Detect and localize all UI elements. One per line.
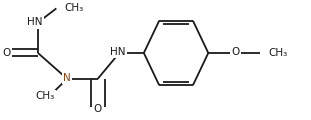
Text: HN: HN <box>27 18 43 27</box>
Text: O: O <box>94 104 102 114</box>
Text: CH₃: CH₃ <box>64 3 83 13</box>
Text: N: N <box>63 73 71 83</box>
Text: HN: HN <box>110 47 126 57</box>
Text: CH₃: CH₃ <box>35 91 55 101</box>
Text: O: O <box>2 48 11 58</box>
Text: CH₃: CH₃ <box>268 48 287 58</box>
Text: O: O <box>232 47 240 57</box>
